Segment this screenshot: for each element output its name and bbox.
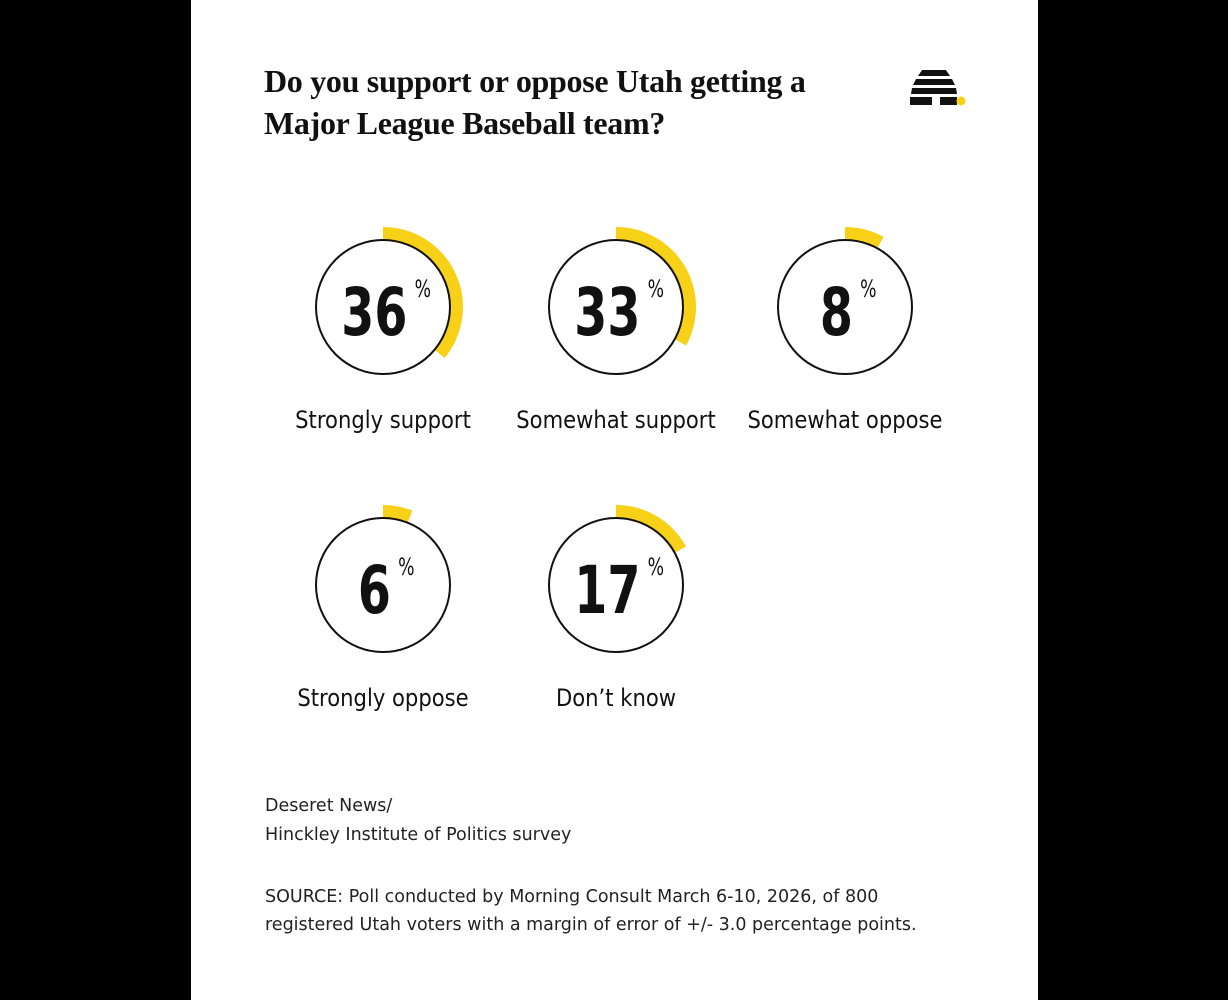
value-group: 6% xyxy=(358,552,415,629)
gauge-ring xyxy=(548,239,684,375)
unit-label: % xyxy=(415,275,431,303)
gauge-arc xyxy=(383,505,413,524)
panel xyxy=(191,0,1038,1000)
gauge-ring xyxy=(315,239,451,375)
category-label: Don’t know xyxy=(556,685,676,713)
value-label: 17 xyxy=(574,552,640,629)
category-label: Somewhat oppose xyxy=(747,407,942,435)
category-label: Somewhat support xyxy=(516,407,716,435)
credit-line: Deseret News/ xyxy=(265,796,393,816)
value-label: 8 xyxy=(820,274,853,351)
gauge-ring xyxy=(548,517,684,653)
unit-label: % xyxy=(860,275,876,303)
gauge-arc xyxy=(616,505,687,554)
gauge-arc xyxy=(616,227,696,346)
logo xyxy=(910,70,966,106)
value-group: 36% xyxy=(341,274,431,351)
value-label: 33 xyxy=(574,274,640,351)
value-label: 36 xyxy=(341,274,407,351)
value-label: 6 xyxy=(358,552,391,629)
credit-line: Hinckley Institute of Politics survey xyxy=(265,825,572,845)
chart-title: Do you support or oppose Utah getting a … xyxy=(264,63,806,141)
unit-label: % xyxy=(398,553,414,581)
gauge-arc xyxy=(383,227,463,358)
unit-label: % xyxy=(648,553,664,581)
gauge-ring xyxy=(315,517,451,653)
category-label: Strongly support xyxy=(295,407,471,435)
gauge-ring xyxy=(777,239,913,375)
source-line: SOURCE: Poll conducted by Morning Consul… xyxy=(265,887,879,907)
value-group: 17% xyxy=(574,552,664,629)
gauge-arc xyxy=(845,227,884,250)
category-label: Strongly oppose xyxy=(297,685,468,713)
unit-label: % xyxy=(648,275,664,303)
source-line: registered Utah voters with a margin of … xyxy=(265,915,917,935)
value-group: 33% xyxy=(574,274,664,351)
value-group: 8% xyxy=(820,274,877,351)
